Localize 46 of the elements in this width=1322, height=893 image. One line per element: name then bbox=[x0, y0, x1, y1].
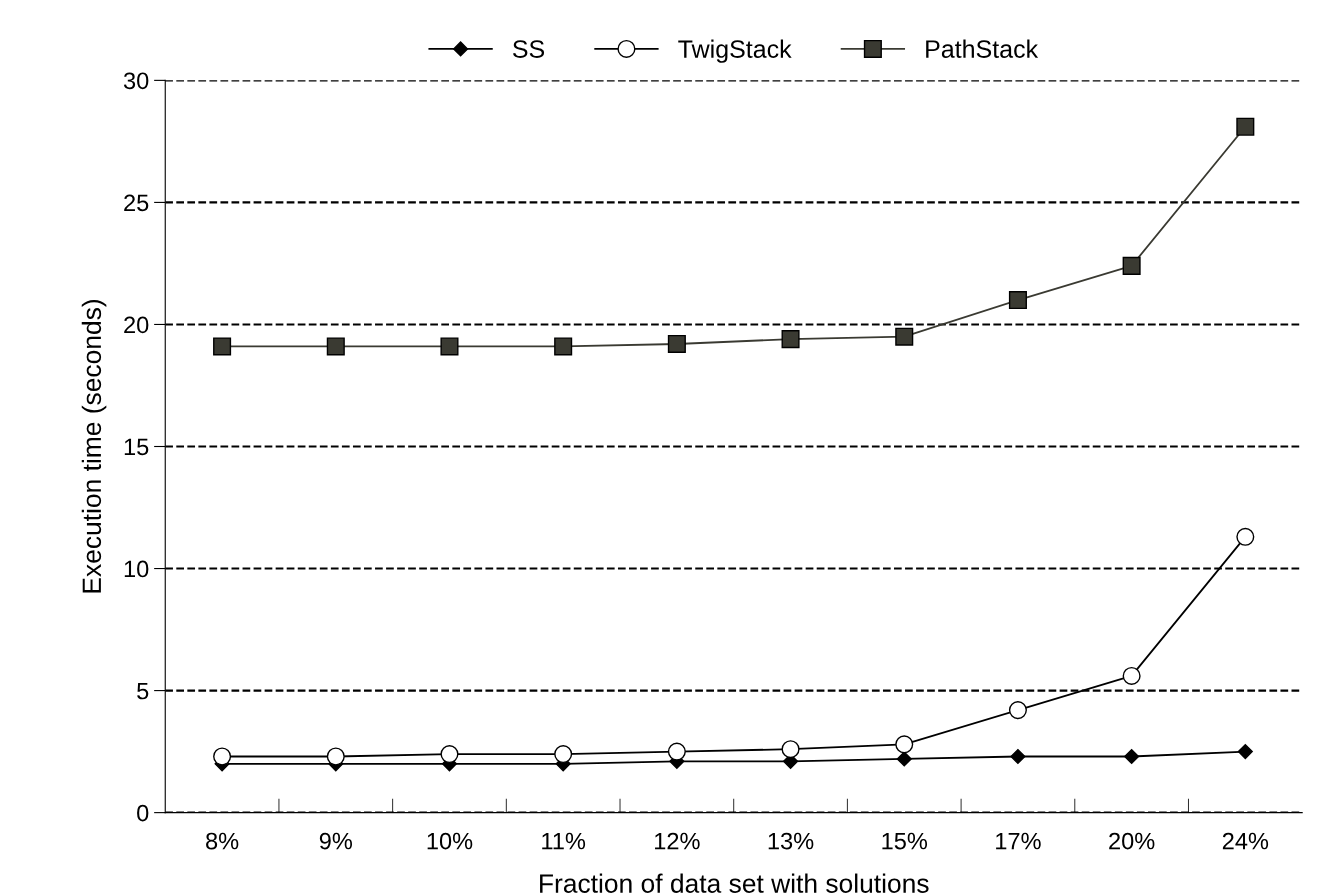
point bbox=[1010, 748, 1026, 765]
x-tick-label: 13% bbox=[768, 832, 814, 850]
legend-label: SS bbox=[512, 40, 545, 58]
point bbox=[895, 735, 914, 754]
x-tick-label: 24% bbox=[1222, 832, 1269, 850]
x-axis-title: Fraction of data set with solutions bbox=[540, 873, 929, 893]
x-tick-label: 12% bbox=[655, 832, 700, 850]
y-axis-title: Execution time (seconds) bbox=[81, 299, 107, 593]
point bbox=[1236, 527, 1255, 546]
point bbox=[1008, 291, 1027, 310]
point bbox=[1237, 744, 1253, 760]
point bbox=[440, 745, 459, 764]
point bbox=[667, 334, 686, 354]
y-tick-label: 0 bbox=[137, 804, 149, 822]
y-tick-label: 25 bbox=[124, 194, 149, 212]
y-tick-label: 5 bbox=[137, 682, 149, 700]
x-tick-label: 15% bbox=[882, 832, 928, 850]
x-tick-label: 8% bbox=[206, 832, 239, 850]
point bbox=[326, 747, 345, 766]
y-tick-label: 10 bbox=[124, 560, 149, 578]
legend-label: TwigStack bbox=[678, 39, 792, 63]
point bbox=[781, 740, 800, 759]
point bbox=[1122, 666, 1141, 685]
y-tick-label: 30 bbox=[123, 72, 149, 90]
point bbox=[1124, 748, 1140, 765]
point bbox=[896, 751, 912, 767]
point bbox=[213, 747, 232, 766]
point bbox=[554, 337, 573, 356]
point bbox=[440, 337, 459, 356]
point bbox=[554, 745, 573, 764]
point bbox=[213, 337, 232, 356]
legend-label: PathStack bbox=[926, 39, 1039, 58]
x-tick-label: 20% bbox=[1109, 832, 1155, 850]
x-tick-label: 9% bbox=[319, 832, 353, 850]
y-tick-label: 15 bbox=[124, 438, 149, 456]
x-tick-label: 11% bbox=[542, 832, 586, 850]
x-tick-label: 10% bbox=[427, 832, 473, 850]
point bbox=[326, 337, 345, 356]
y-tick-label: 20 bbox=[124, 316, 149, 334]
point bbox=[667, 742, 686, 761]
x-tick-label: 17% bbox=[996, 832, 1041, 850]
point bbox=[895, 327, 914, 346]
point bbox=[1236, 117, 1255, 136]
point bbox=[1008, 701, 1027, 720]
point bbox=[781, 330, 800, 349]
point bbox=[1122, 256, 1141, 275]
